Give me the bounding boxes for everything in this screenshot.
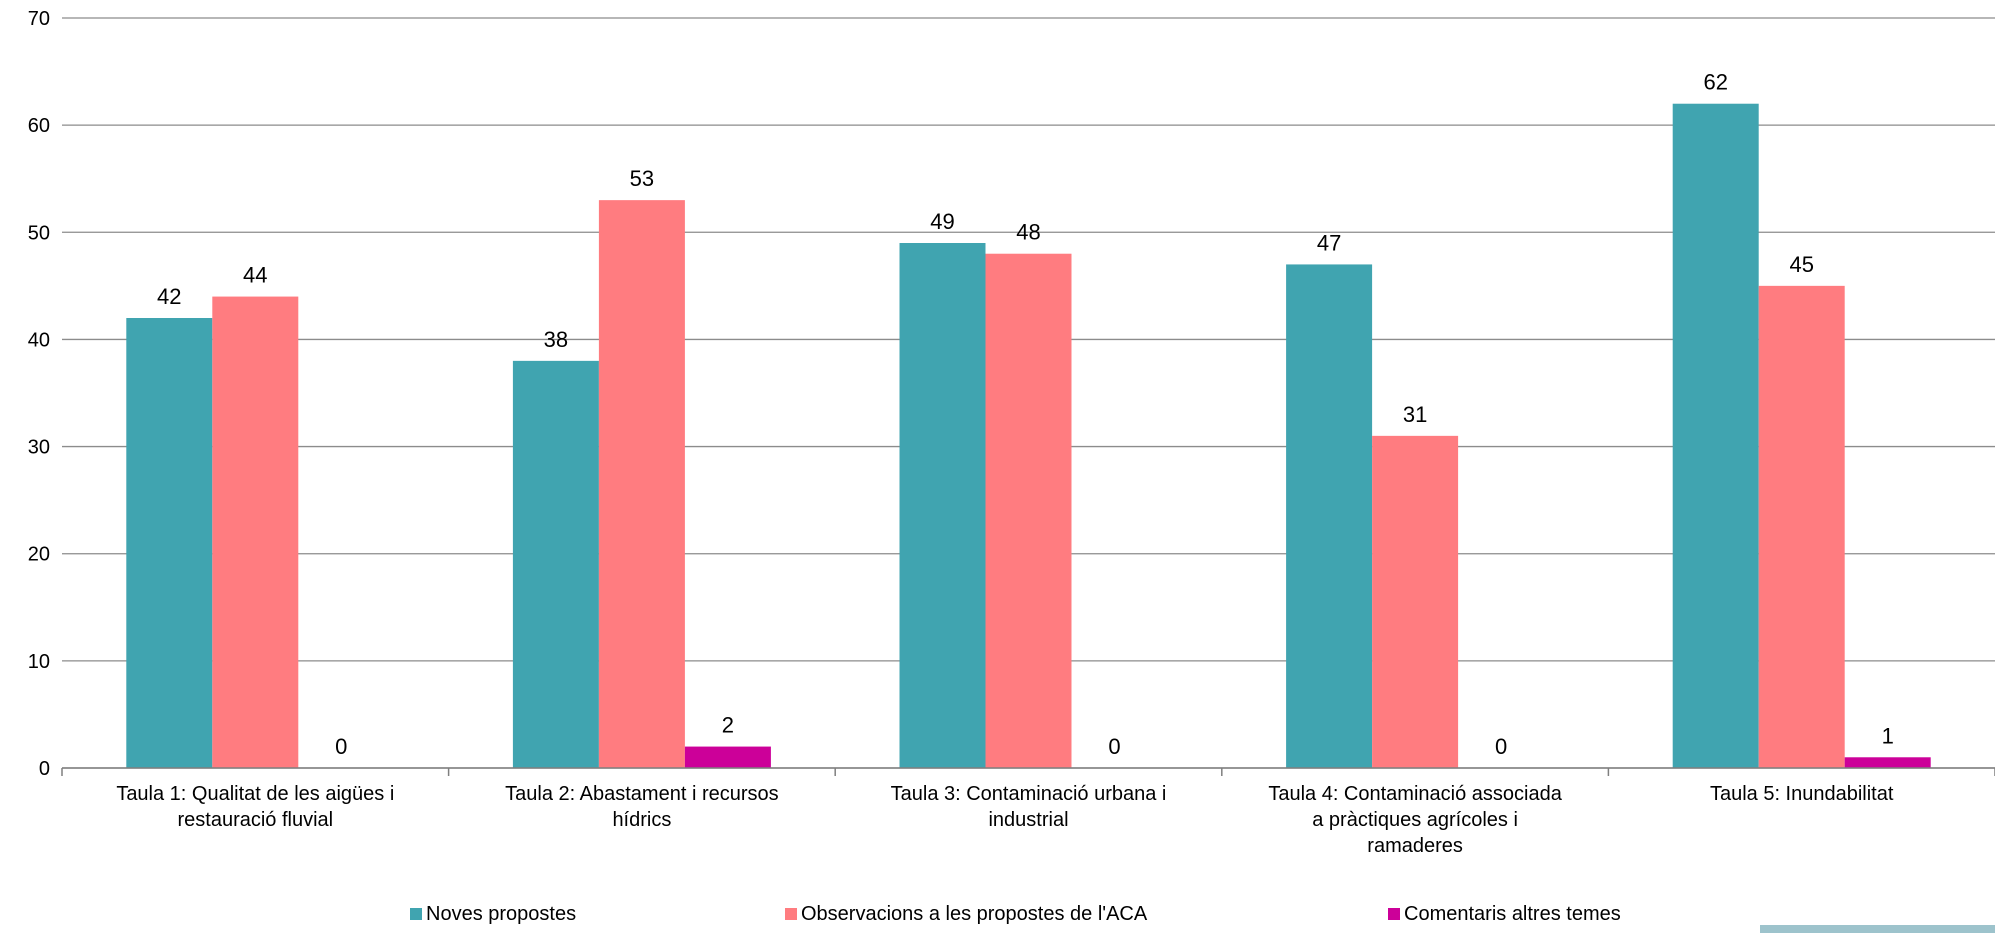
- bar: [598, 200, 685, 769]
- y-tick-label: 30: [28, 437, 50, 459]
- category-labels: Taula 1: Qualitat de les aigües i restaur…: [116, 783, 1894, 857]
- data-label: 2: [722, 713, 734, 738]
- y-tick-label: 20: [28, 544, 50, 566]
- y-axis-ticks: 0 10 20 30 40 50 60 70: [28, 8, 50, 780]
- category-label: Taula 1: Qualitat de les aigües i restaur…: [116, 783, 394, 831]
- data-label: 38: [544, 327, 568, 352]
- legend-swatch: [410, 908, 422, 920]
- legend-swatch: [1388, 908, 1400, 920]
- bar: [684, 746, 771, 768]
- data-labels: 42 38 49 47 62 44 53 48 31 45 0 2 0 0 1: [157, 70, 1894, 759]
- y-tick-label: 0: [39, 758, 50, 780]
- bar: [1844, 757, 1931, 768]
- data-label: 53: [630, 166, 654, 191]
- data-label: 48: [1016, 220, 1040, 245]
- bar: [1758, 285, 1845, 768]
- data-label: 0: [335, 734, 347, 759]
- bar: [1372, 435, 1459, 768]
- data-label: 42: [157, 284, 181, 309]
- data-label: 49: [930, 209, 954, 234]
- data-label: 47: [1317, 230, 1341, 255]
- category-label: Taula 3: Contaminació urbana i industrial: [891, 783, 1167, 831]
- category-label: Taula 5: Inundabilitat: [1710, 783, 1894, 805]
- bar: [126, 318, 213, 768]
- y-tick-label: 10: [28, 651, 50, 673]
- bar: [985, 253, 1072, 768]
- y-tick-label: 60: [28, 115, 50, 137]
- y-tick-label: 50: [28, 222, 50, 244]
- data-label: 0: [1108, 734, 1120, 759]
- data-label: 45: [1789, 252, 1813, 277]
- category-label: Taula 2: Abastament i recursos hídrics: [505, 783, 778, 831]
- bar: [1286, 264, 1373, 768]
- y-tick-label: 40: [28, 329, 50, 351]
- legend-swatch: [785, 908, 797, 920]
- bar: [1672, 103, 1759, 768]
- data-label: 62: [1703, 70, 1727, 95]
- bars: [126, 103, 1931, 769]
- legend-label: Comentaris altres temes: [1404, 903, 1621, 925]
- x-axis: [61, 767, 1995, 776]
- data-label: 44: [243, 263, 267, 288]
- data-label: 1: [1882, 723, 1894, 748]
- bar: [899, 243, 986, 768]
- legend-label: Noves propostes: [426, 903, 576, 925]
- bar: [512, 360, 599, 768]
- bar: [212, 296, 299, 768]
- legend: Noves propostes Observacions a les propos…: [410, 903, 1621, 925]
- decorative-bar: [1760, 925, 1995, 933]
- category-label: Taula 4: Contaminació associada a pràctiq…: [1268, 783, 1562, 857]
- y-tick-label: 70: [28, 8, 50, 30]
- data-label: 31: [1403, 402, 1427, 427]
- legend-label: Observacions a les propostes de l'ACA: [801, 903, 1148, 925]
- data-label: 0: [1495, 734, 1507, 759]
